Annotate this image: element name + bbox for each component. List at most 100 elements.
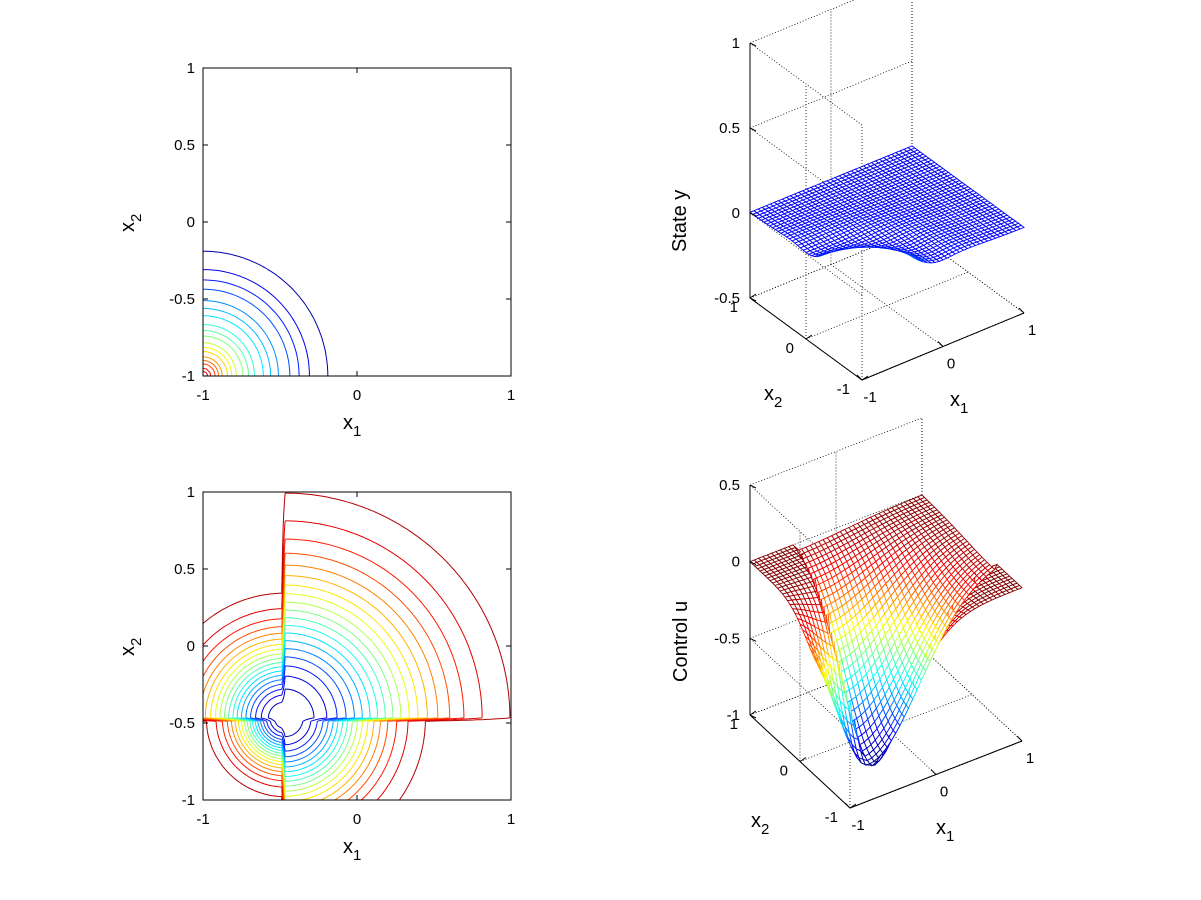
state-contour-axes-box: [202, 67, 512, 377]
x-tick-label: -1: [851, 817, 864, 834]
contour-level: [204, 575, 428, 801]
z-tick-mark: [749, 637, 757, 642]
x-tick-mark: [1018, 307, 1025, 314]
control-contour-plot: -1 0 1 -1 -0.5 0 0.5 1 x1 x2: [117, 484, 515, 864]
x-tick-label: -1: [863, 389, 876, 406]
z-tick-mark: [749, 561, 757, 566]
state-surface-plot: -0.5 0 0.5 1 -1 0 1 -1 0 1 x1 x2 State y: [669, 0, 1036, 417]
control-contour-ticks: -1 0 1 -1 -0.5 0 0.5 1: [169, 484, 515, 828]
contour-level: [245, 648, 355, 763]
state-contour-ylabel: x2: [117, 214, 145, 232]
y-tick-label: 0: [187, 214, 195, 231]
x-tick-label: 1: [507, 811, 515, 828]
control-surface-zlabel: Control u: [670, 601, 692, 682]
control-surface-plot: -1-0.500.5-101-101 x1 x2 Control u: [670, 417, 1034, 845]
control-surface-ticks: -1-0.500.5-101-101: [714, 477, 1034, 834]
contour-level: [202, 367, 212, 377]
y-tick-label: -1: [825, 809, 838, 826]
y-tick-label: 1: [187, 484, 195, 501]
grid-line: [921, 647, 1023, 742]
y-tick-label: -1: [182, 368, 195, 385]
contour-level: [202, 552, 451, 801]
x-tick-label: 0: [353, 811, 361, 828]
control-surface-ylabel: x2: [751, 810, 769, 838]
grid-line: [911, 230, 1025, 314]
y-tick-mark: [799, 757, 807, 762]
state-surface-mesh: [749, 145, 1025, 264]
state-contour-ticks: -1 0 1 -1 -0.5 0 0.5 1: [169, 60, 515, 404]
y-tick-mark: [805, 334, 813, 340]
contour-level: [202, 520, 483, 801]
y-tick-label: 0.5: [174, 561, 195, 578]
state-surface-xlabel: x1: [950, 389, 968, 417]
state-surface-zlabel: State y: [669, 190, 691, 252]
control-surface-mesh: [749, 494, 1023, 767]
state-contour-lines: [202, 250, 329, 377]
control-contour-ylabel: x2: [117, 638, 145, 656]
contour-level: [202, 300, 279, 377]
y-tick-mark: [749, 293, 757, 299]
state-contour-plot: -1 0 1 -1 -0.5 0 0.5 1 x1 x2: [117, 60, 515, 440]
z-tick-label: 0.5: [719, 477, 740, 494]
x-tick-label: 1: [507, 387, 515, 404]
grid-line: [805, 271, 969, 340]
x-tick-label: 0: [940, 784, 948, 801]
contour-level: [202, 315, 264, 377]
y-tick-label: 0.5: [174, 137, 195, 154]
x-tick-mark: [844, 802, 851, 809]
x-tick-label: 1: [1028, 322, 1036, 339]
z-tick-label: -1: [727, 707, 740, 724]
contour-level: [202, 324, 255, 377]
z-tick-mark: [749, 297, 757, 302]
contour-level: [202, 370, 209, 377]
y-tick-label: 1: [730, 299, 738, 316]
x-tick-label: -1: [196, 811, 209, 828]
contour-level: [202, 351, 228, 377]
contour-level: [202, 307, 272, 377]
y-tick-label: 1: [187, 60, 195, 77]
y-tick-label: -0.5: [169, 715, 195, 732]
contour-level: [203, 269, 310, 376]
x-tick-mark: [1016, 735, 1023, 742]
control-contour-xlabel: x1: [343, 836, 361, 864]
y-tick-label: -1: [837, 381, 850, 398]
control-surface-xlabel: x1: [936, 817, 954, 845]
contour-level: [240, 640, 363, 768]
z-tick-mark: [749, 484, 757, 489]
z-tick-mark: [749, 127, 757, 132]
z-tick-mark: [749, 714, 757, 719]
grid-line: [921, 647, 1023, 742]
y-tick-label: -1: [182, 792, 195, 809]
state-contour-xlabel: x1: [343, 412, 361, 440]
contour-level: [203, 288, 291, 376]
contour-level: [203, 250, 329, 376]
contour-level: [202, 363, 216, 377]
contour-level: [250, 656, 347, 758]
grid-line: [749, 0, 856, 44]
contour-level: [255, 665, 338, 752]
z-tick-label: 1: [732, 35, 740, 52]
contour-level: [202, 342, 237, 377]
grid-line: [749, 417, 923, 486]
state-surface-ticks: -0.5 0 0.5 1 -1 0 1 -1 0 1: [714, 35, 1036, 406]
z-tick-label: 0: [732, 205, 740, 222]
contour-level: [202, 492, 511, 801]
contour-level: [202, 335, 244, 377]
x-tick-label: 0: [947, 356, 955, 373]
z-tick-label: 0: [732, 554, 740, 571]
contour-level: [260, 675, 328, 746]
y-tick-label: 0: [187, 638, 195, 655]
z-tick-mark: [749, 212, 757, 217]
y-tick-mark: [849, 803, 857, 809]
x-tick-mark: [937, 341, 944, 347]
state-surface-ylabel: x2: [764, 383, 782, 411]
y-tick-label: -0.5: [169, 291, 195, 308]
x-tick-label: -1: [196, 387, 209, 404]
contour-level: [202, 279, 300, 377]
control-contour-lines: [202, 492, 511, 801]
y-tick-label: 0: [780, 763, 788, 780]
y-tick-mark: [749, 710, 757, 716]
contour-level: [202, 346, 233, 377]
z-tick-label: -0.5: [714, 290, 740, 307]
